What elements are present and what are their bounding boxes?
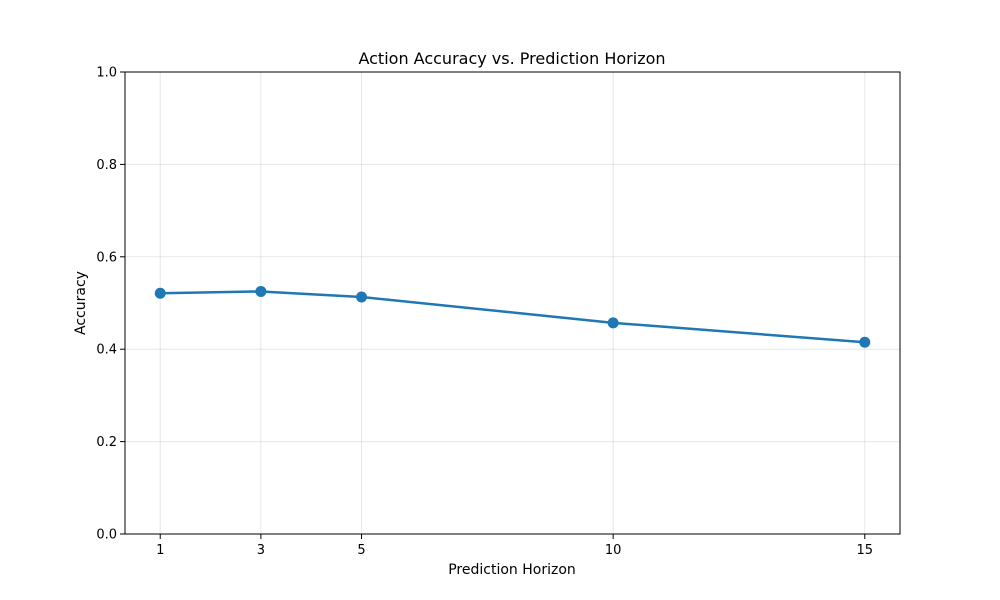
data-point [356,291,368,303]
y-tick-label: 0.4 [96,343,117,358]
x-tick-label: 10 [605,543,622,558]
y-axis-label: Accuracy [73,271,89,335]
y-tick-label: 1.0 [96,66,117,81]
x-tick-label: 1 [156,543,164,558]
plot-frame [124,71,901,535]
x-tick-label: 5 [357,543,365,558]
x-axis: 1 3 5 10 15 [156,534,873,558]
x-tick-label: 3 [257,543,265,558]
y-tick-label: 0.2 [96,435,117,450]
series-layer [154,285,871,348]
y-tick-label: 0.0 [96,528,117,543]
data-point [607,317,619,329]
y-tick-label: 0.6 [96,250,117,265]
data-point [154,287,166,299]
data-point [859,336,871,348]
chart-title: Action Accuracy vs. Prediction Horizon [358,49,665,68]
x-axis-label: Prediction Horizon [448,562,576,578]
y-tick-label: 0.8 [96,158,117,173]
data-point [255,285,267,297]
x-tick-label: 15 [856,543,873,558]
y-axis: 0.0 0.2 0.4 0.6 0.8 1.0 [96,66,125,543]
